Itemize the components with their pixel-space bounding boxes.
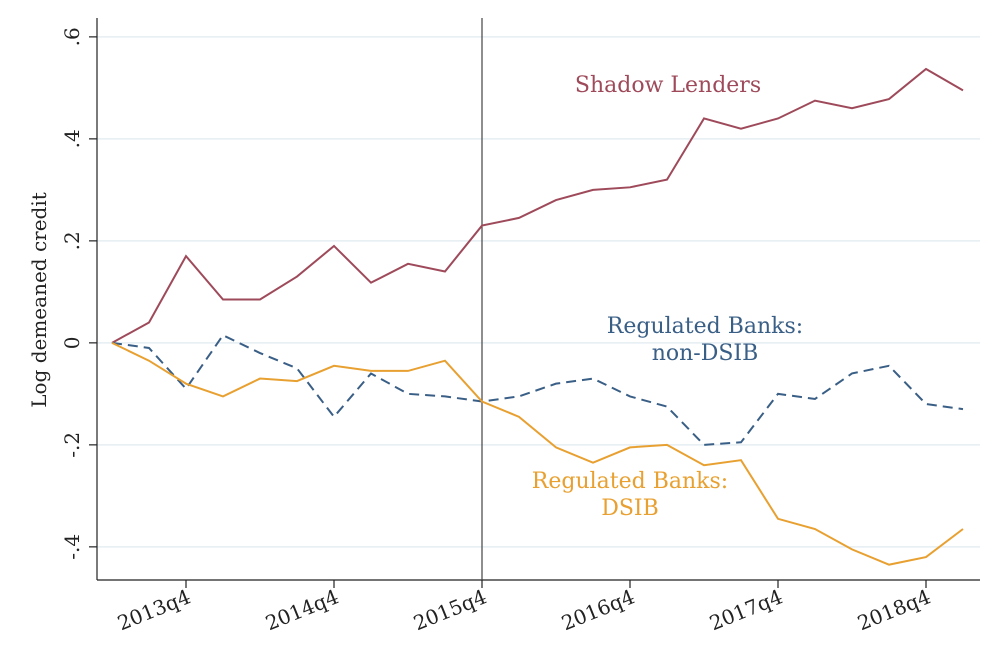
x-tick-label: 2015q4 [410,584,490,635]
series-line [111,67,964,344]
x-tick-label: 2013q4 [114,584,194,635]
series-label: Regulated Banks: [607,314,803,339]
x-tick-label: 2018q4 [854,584,934,635]
y-tick-label: -.2 [60,432,84,458]
y-tick-label: .6 [60,27,84,46]
x-tick-label: 2017q4 [706,584,786,635]
series-label: Shadow Lenders [575,73,761,98]
series-label: DSIB [601,496,659,521]
series-label: non-DSIB [652,341,759,366]
series-line [111,341,964,566]
y-tick-label: .4 [60,129,84,148]
y-axis-label: Log demeaned credit [27,192,51,408]
y-tick-label: -.4 [60,534,84,560]
y-tick-label: 0 [60,336,84,349]
x-tick-label: 2016q4 [558,584,638,635]
y-tick-label: .2 [60,231,84,250]
series-line [111,333,964,446]
series-label: Regulated Banks: [532,469,728,494]
x-tick-label: 2014q4 [262,584,342,635]
